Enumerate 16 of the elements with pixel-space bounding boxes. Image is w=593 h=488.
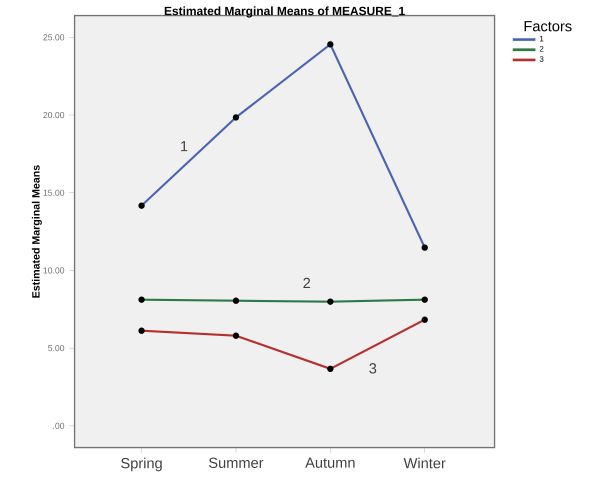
legend-title: Factors <box>524 21 572 32</box>
annotation: 3 <box>369 363 376 374</box>
y-axis-title: Estimated Marginal Means <box>32 165 42 298</box>
y-tick-label: 20.00 <box>43 112 64 118</box>
y-tick-label: 10.00 <box>44 267 64 274</box>
x-tick-label: Winter <box>404 458 446 468</box>
y-tick-label: 25.00 <box>43 34 64 40</box>
y-tick-label: 5.00 <box>48 345 64 352</box>
y-tick-label: .00 <box>53 422 64 429</box>
y-tick-label: 15.00 <box>44 190 64 196</box>
chart-title: Estimated Marginal Means of MEASURE_1 <box>164 6 405 18</box>
x-tick-label: Spring <box>121 458 162 472</box>
annotation: 1 <box>181 141 188 152</box>
x-tick-label: Autumn <box>305 458 355 468</box>
x-tick-label: Summer <box>209 458 264 468</box>
annotation: 2 <box>303 278 310 288</box>
